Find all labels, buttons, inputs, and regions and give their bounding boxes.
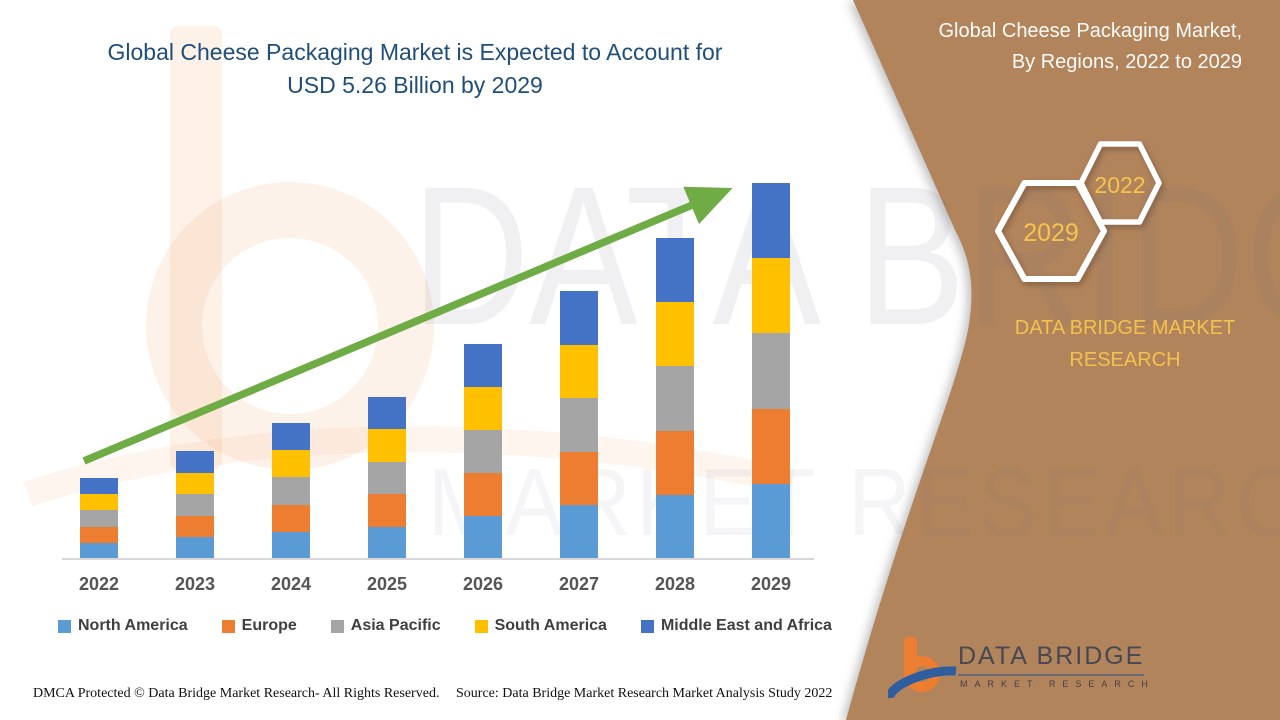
legend-label-north-america: North America: [78, 617, 188, 634]
x-axis-label-2025: 2025: [366, 574, 408, 594]
bar-segment-2026-north-america: [464, 516, 502, 559]
bar-segment-2025-middle-east-and-africa: [368, 397, 406, 430]
bar-segment-2026-europe: [464, 473, 502, 517]
bar-segment-2024-europe: [272, 504, 310, 532]
bar-segment-2025-asia-pacific: [368, 461, 406, 495]
bar-segment-2023-middle-east-and-africa: [176, 451, 214, 473]
legend-item-south-america: South America: [474, 617, 607, 635]
legend-item-europe: Europe: [221, 617, 297, 635]
legend: North America Europe Asia Pacific South Ame…: [58, 617, 832, 635]
bar-segment-2029-europe: [752, 408, 790, 484]
bar-segment-2022-south-america: [80, 494, 118, 511]
chart-main-title: Global Cheese Packaging Market is Expect…: [20, 36, 810, 102]
bar-segment-2029-south-america: [752, 258, 790, 334]
legend-label-south-america: South America: [494, 617, 607, 634]
legend-item-middle-east-and-africa: Middle East and Africa: [640, 617, 832, 635]
bar-segment-2023-north-america: [176, 537, 214, 559]
x-axis-label-2026: 2026: [462, 574, 504, 594]
bar-segment-2023-south-america: [176, 472, 214, 495]
legend-swatch-europe: [221, 619, 235, 633]
source-note: Source: Data Bridge Market Research Mark…: [456, 686, 833, 701]
x-axis-label-2028: 2028: [654, 574, 696, 594]
bar-segment-2027-europe: [560, 451, 598, 506]
bar-segment-2025-north-america: [368, 526, 406, 559]
bar-segment-2026-south-america: [464, 387, 502, 431]
x-axis-label-2022: 2022: [78, 574, 120, 594]
legend-swatch-middle-east-and-africa: [640, 619, 654, 633]
x-axis-label-2023: 2023: [174, 574, 216, 594]
bar-segment-2022-north-america: [80, 542, 118, 559]
bar-segment-2028-middle-east-and-africa: [656, 237, 694, 303]
legend-label-asia-pacific: Asia Pacific: [350, 617, 441, 634]
bar-segment-2026-middle-east-and-africa: [464, 344, 502, 388]
bar-segment-2028-europe: [656, 430, 694, 495]
bar-segment-2022-asia-pacific: [80, 510, 118, 527]
legend-label-middle-east-and-africa: Middle East and Africa: [660, 617, 832, 634]
bar-segment-2029-middle-east-and-africa: [752, 182, 790, 259]
x-axis-label-2027: 2027: [558, 574, 600, 594]
bar-segment-2026-asia-pacific: [464, 430, 502, 474]
bar-segment-2022-europe: [80, 526, 118, 543]
legend-swatch-south-america: [474, 619, 488, 633]
legend-item-asia-pacific: Asia Pacific: [330, 617, 441, 635]
legend-swatch-asia-pacific: [330, 619, 344, 633]
bar-segment-2029-asia-pacific: [752, 333, 790, 409]
chart-main-title-line2: USD 5.26 Billion by 2029: [287, 72, 543, 98]
bar-segment-2024-south-america: [272, 450, 310, 478]
bar-segment-2027-middle-east-and-africa: [560, 290, 598, 345]
bar-segment-2028-north-america: [656, 494, 694, 559]
dmca-notice: DMCA Protected © Data Bridge Market Rese…: [33, 686, 440, 701]
bar-segment-2029-north-america: [752, 483, 790, 559]
bar-segment-2027-south-america: [560, 344, 598, 399]
bar-segment-2024-north-america: [272, 531, 310, 559]
bar-segment-2024-middle-east-and-africa: [272, 423, 310, 451]
bar-segment-2027-asia-pacific: [560, 398, 598, 452]
bar-segment-2027-north-america: [560, 505, 598, 559]
bar-segment-2023-europe: [176, 515, 214, 538]
x-axis-line: [62, 558, 814, 560]
legend-swatch-north-america: [58, 619, 71, 633]
chart-main-title-line1: Global Cheese Packaging Market is Expect…: [107, 39, 723, 65]
legend-label-europe: Europe: [241, 617, 297, 634]
bar-segment-2022-middle-east-and-africa: [80, 477, 118, 495]
x-axis-label-2024: 2024: [270, 574, 312, 594]
bar-segment-2028-south-america: [656, 302, 694, 367]
x-axis-label-2029: 2029: [750, 574, 792, 594]
bar-segment-2025-south-america: [368, 429, 406, 462]
bar-segment-2028-asia-pacific: [656, 366, 694, 431]
bar-segment-2023-asia-pacific: [176, 494, 214, 516]
bar-segment-2025-europe: [368, 494, 406, 527]
bar-segment-2024-asia-pacific: [272, 477, 310, 505]
legend-item-north-america: North America: [58, 617, 188, 635]
